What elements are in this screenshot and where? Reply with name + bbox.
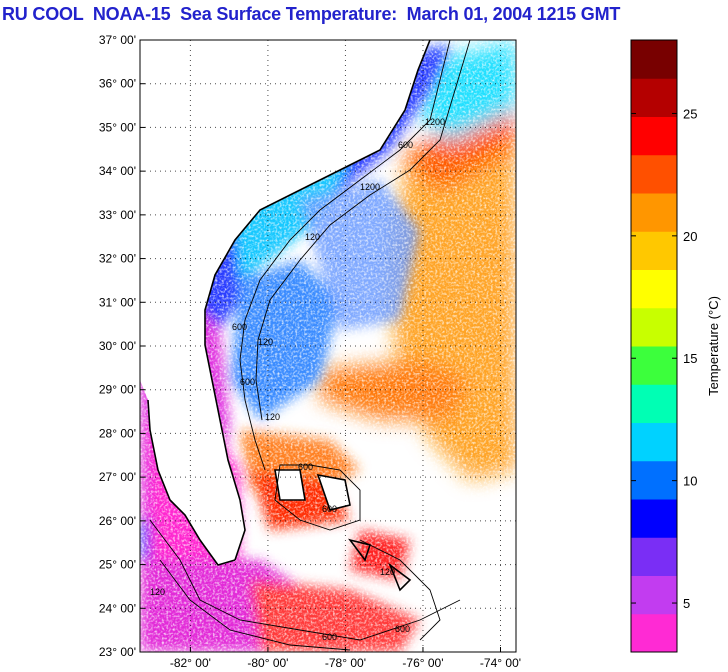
lat-tick-label: 23° 00' (99, 645, 136, 659)
lat-tick-label: 33° 00' (99, 208, 136, 222)
colorbar-tick-label: 15 (683, 351, 697, 366)
contour-label: 600 (232, 322, 247, 332)
lat-tick-label: 31° 00' (99, 295, 136, 309)
colorbar-swatch (631, 460, 677, 500)
lat-tick-label: 26° 00' (99, 514, 136, 528)
colorbar-frame (630, 39, 678, 653)
contour-label: 600 (398, 140, 413, 150)
colorbar-swatch (631, 116, 677, 156)
contour-label: 120 (380, 567, 395, 577)
contour-label: 600 (298, 462, 313, 472)
contour-label: 600 (240, 377, 255, 387)
colorbar-swatch (631, 78, 677, 117)
lat-tick-label: 37° 00' (99, 33, 136, 47)
land (140, 40, 430, 565)
contour-label: 1200 (425, 117, 445, 127)
colorbar-label: Temperature (°C) (706, 296, 721, 396)
contour-labels: 600 120 600 120 600 120 600 600 120 600 … (150, 117, 445, 642)
colorbar-swatch (631, 40, 677, 79)
lon-tick-label: -74° 00' (480, 656, 521, 670)
colorbar-gradient (631, 40, 677, 653)
contour-label: 120 (265, 412, 280, 422)
colorbar-tick-label: 10 (683, 474, 697, 489)
colorbar-swatch (631, 499, 677, 538)
colorbar-tick-label: 25 (683, 106, 697, 121)
graticule (140, 40, 516, 652)
contour-label: 600 (322, 504, 337, 514)
colorbar-swatch (631, 193, 677, 232)
lon-tick-label: -76° 00' (402, 656, 443, 670)
lat-tick-label: 25° 00' (99, 558, 136, 572)
lat-tick-label: 29° 00' (99, 383, 136, 397)
colorbar-swatch (631, 231, 677, 270)
longitude-axis: -82° 00' -80° 00' -78° 00' -76° 00' -74° 00' (170, 647, 521, 670)
contour-label: 1200 (360, 182, 380, 192)
colorbar-swatch (631, 384, 677, 423)
lat-tick-label: 24° 00' (99, 601, 136, 615)
sst-map: 600 120 600 120 600 120 600 600 120 600 … (140, 40, 516, 652)
contour-label: 600 (395, 624, 410, 634)
isobath-contours (149, 40, 471, 651)
lon-tick-label: -80° 00' (247, 656, 288, 670)
colorbar-tick-label: 5 (683, 596, 690, 611)
lon-tick-label: -82° 00' (170, 656, 211, 670)
coastline (147, 40, 431, 592)
colorbar-swatch (631, 346, 677, 385)
lat-tick-label: 28° 00' (99, 426, 136, 440)
colorbar-ticks: 5 10 15 20 25 (631, 106, 697, 611)
colorbar-swatch (631, 154, 677, 194)
contour-label: 120 (305, 232, 320, 242)
map-title: RU COOL NOAA-15 Sea Surface Temperature:… (2, 4, 621, 24)
latitude-axis: 37° 00' 36° 00' 35° 00' 34° 00' 33° 00' 32° 0… (99, 33, 145, 659)
colorbar: 5 10 15 20 25 Temperature (°C) (630, 39, 721, 653)
colorbar-swatch (631, 269, 677, 309)
lat-tick-label: 36° 00' (99, 77, 136, 91)
contour-label: 120 (258, 337, 273, 347)
contour-label: 600 (322, 632, 337, 642)
colorbar-swatch (631, 575, 677, 615)
contour-label: 120 (150, 587, 165, 597)
lat-tick-label: 35° 00' (99, 120, 136, 134)
lat-tick-label: 34° 00' (99, 164, 136, 178)
lon-tick-label: -78° 00' (325, 656, 366, 670)
colorbar-swatch (631, 422, 677, 462)
colorbar-swatch (631, 537, 677, 576)
lat-tick-label: 32° 00' (99, 252, 136, 266)
colorbar-swatch (631, 613, 677, 653)
colorbar-swatch (631, 307, 677, 347)
lat-tick-label: 30° 00' (99, 339, 136, 353)
lat-tick-label: 27° 00' (99, 470, 136, 484)
colorbar-tick-label: 20 (683, 229, 697, 244)
